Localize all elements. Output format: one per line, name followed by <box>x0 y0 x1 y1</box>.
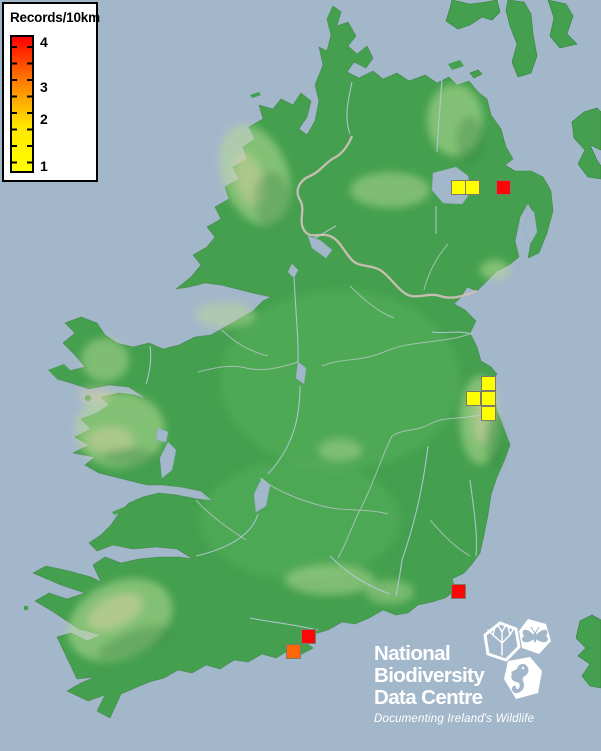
coast-wales <box>575 614 601 689</box>
islet-1 <box>469 69 483 79</box>
island-arran <box>547 0 578 49</box>
legend-gradient-bar <box>10 35 34 173</box>
record-square[interactable] <box>481 376 496 391</box>
county-border-lines <box>195 243 485 559</box>
butterfly-icon <box>519 619 551 654</box>
record-square[interactable] <box>496 180 511 195</box>
logo-line-2: Biodiversity <box>374 664 485 687</box>
nbdc-logo: National Biodiversity Data Centre Docume… <box>374 619 594 748</box>
tree-icon <box>483 621 521 662</box>
seahorse-icon <box>504 657 542 699</box>
island-tory <box>250 92 261 98</box>
record-square[interactable] <box>451 584 466 599</box>
record-square[interactable] <box>301 629 316 644</box>
legend-box: Records/10km 4 3 2 1 <box>2 2 100 182</box>
record-square[interactable] <box>466 391 481 406</box>
lake-lough-derg <box>253 477 271 513</box>
lake-lough-allen <box>287 263 299 279</box>
record-square[interactable] <box>451 180 466 195</box>
relief-shading <box>67 84 510 662</box>
island-valentia <box>23 605 29 611</box>
legend-tick-label: 4 <box>40 34 48 51</box>
ni-border-line <box>296 135 478 299</box>
record-square[interactable] <box>481 406 496 421</box>
legend-title: Records/10km <box>10 10 100 25</box>
legend-tick-label: 1 <box>40 157 48 174</box>
logo-tagline: Documenting Ireland's Wildlife <box>374 713 535 725</box>
lake-lough-corrib <box>159 441 177 479</box>
logo-line-3: Data Centre <box>374 686 483 709</box>
peninsula-kintyre <box>505 0 538 78</box>
lake-lough-erne <box>307 235 333 259</box>
islands-aran <box>112 497 152 515</box>
island-achill <box>48 364 72 380</box>
island-islay <box>445 0 501 30</box>
lake-strangford-lough <box>523 205 538 245</box>
neighbor-coastlines <box>445 0 601 689</box>
record-square[interactable] <box>465 180 480 195</box>
coast-galloway <box>571 107 601 180</box>
logo-hexagon-cluster <box>483 619 551 699</box>
lake-lough-ree <box>295 361 307 385</box>
legend-tick-label: 2 <box>40 110 48 127</box>
legend-labels: 4 3 2 1 <box>40 34 60 174</box>
logo-line-1: National <box>374 642 451 665</box>
island-rathlin <box>448 60 464 70</box>
lake-lough-mask <box>155 427 169 443</box>
record-square[interactable] <box>286 644 301 659</box>
record-square[interactable] <box>481 391 496 406</box>
legend-tick-label: 3 <box>40 78 48 95</box>
river-lines <box>145 77 478 631</box>
